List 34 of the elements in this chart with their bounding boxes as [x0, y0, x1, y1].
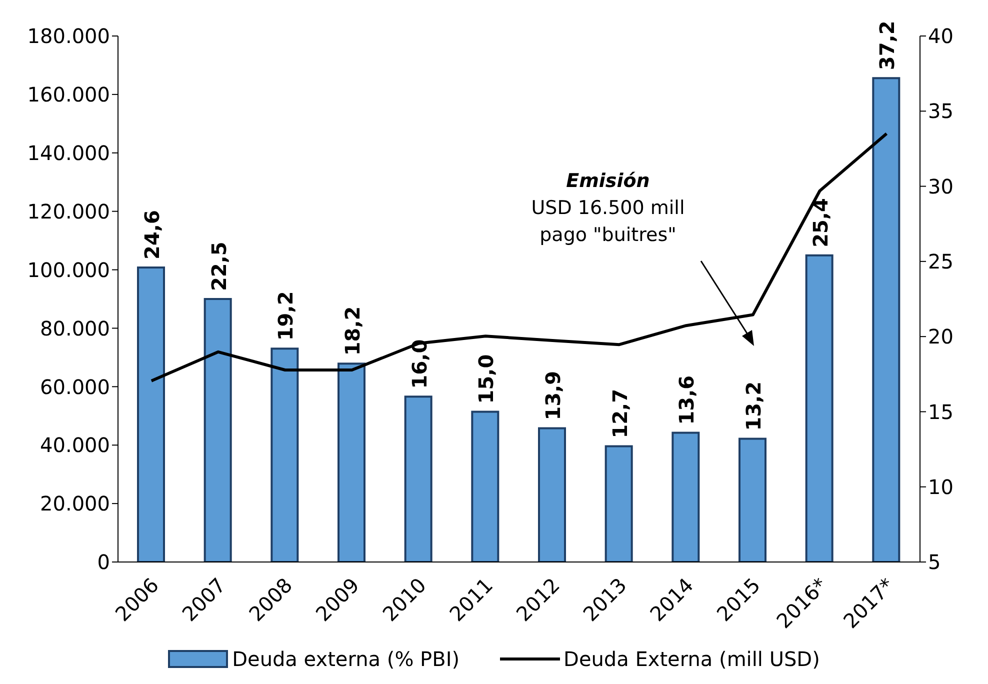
y-tick-label: 100.000	[27, 258, 110, 282]
legend-label: Deuda externa (% PBI)	[232, 647, 460, 671]
y2-tick-label: 40	[928, 24, 954, 48]
y2-tick-label: 20	[928, 324, 954, 349]
y2-tick-label: 15	[928, 400, 954, 424]
y-tick-label: 20.000	[40, 492, 110, 516]
y2-tick-label: 30	[928, 174, 954, 198]
y-tick-label: 140.000	[27, 140, 110, 165]
data-label: 22,5	[206, 242, 231, 291]
annotation: USD 16.500 mill	[530, 196, 686, 221]
y-tick-label: 180.000	[27, 24, 110, 48]
legend-label: Deuda Externa (mill USD)	[564, 647, 820, 671]
data-label: 24,6	[140, 210, 164, 260]
data-label: 18,2	[340, 306, 364, 356]
data-label: 37,2	[875, 20, 900, 70]
annotation: pago "buitres"	[538, 223, 678, 248]
data-label: 15,0	[474, 354, 498, 404]
y-tick-label: 0	[97, 550, 110, 574]
y2-tick-label: 5	[928, 550, 941, 574]
data-label: 13,2	[742, 381, 766, 431]
data-label: 25,4	[808, 198, 832, 248]
y-tick-label: 120.000	[27, 199, 110, 224]
y2-tick-label: 10	[928, 474, 954, 499]
annotation: Emisión	[565, 169, 651, 194]
y-tick-label: 60.000	[40, 374, 110, 399]
y-tick-label: 40.000	[40, 433, 110, 458]
y2-tick-label: 25	[928, 250, 954, 274]
y-tick-label: 160.000	[27, 82, 110, 107]
data-label: 19,2	[274, 291, 298, 341]
data-label: 12,7	[608, 388, 632, 438]
y-tick-label: 80.000	[40, 316, 110, 340]
data-label: 13,6	[674, 375, 699, 425]
y2-tick-label: 35	[928, 99, 954, 124]
data-label: 13,9	[541, 370, 565, 420]
